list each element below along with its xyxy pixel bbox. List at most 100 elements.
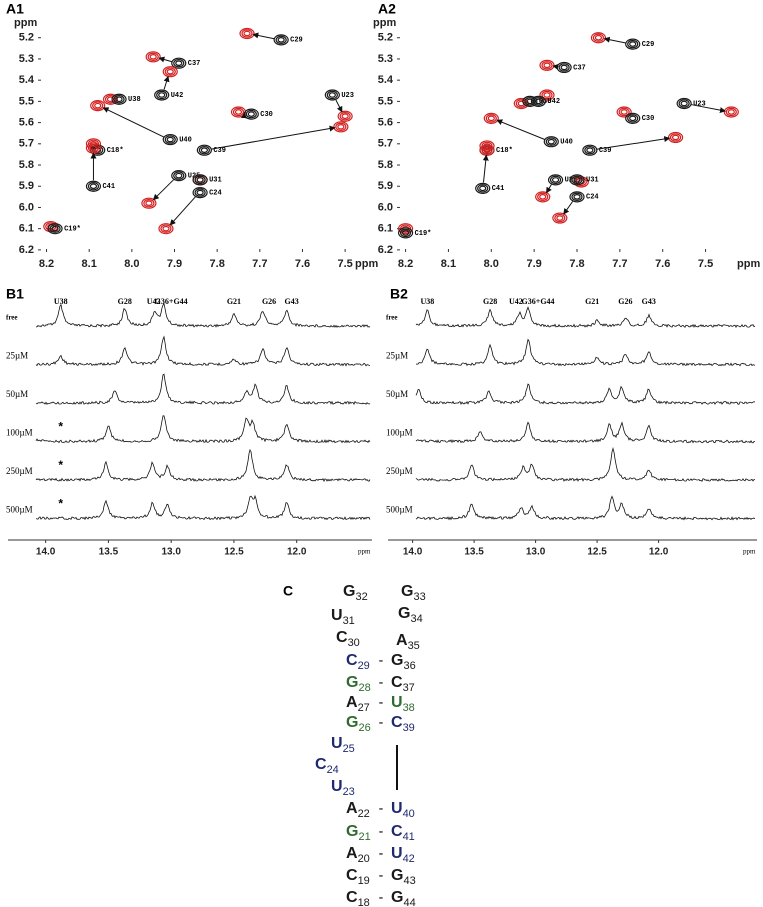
- x-axis-label: ppm: [355, 258, 378, 270]
- contour-free: [676, 97, 692, 110]
- shift-arrow: [690, 104, 726, 114]
- row-label: 500µM: [6, 505, 33, 515]
- spectrum-trace: [35, 415, 371, 444]
- contour-bound: [341, 113, 349, 120]
- contour-free: [328, 92, 336, 98]
- contour-free: [49, 224, 61, 233]
- base: U: [391, 694, 403, 711]
- nucleotide: G36: [391, 652, 416, 672]
- nucleotide: U23: [331, 778, 355, 798]
- contour-free: [584, 145, 596, 155]
- nucleotide: G34: [398, 605, 423, 625]
- base: A: [396, 632, 408, 649]
- peak-label: C24: [209, 189, 222, 197]
- peak-label: U42: [547, 98, 560, 106]
- pair-separator: -: [379, 694, 384, 710]
- x-tick-label: 7.9: [167, 258, 182, 270]
- contour-free: [192, 174, 208, 186]
- y-tick-label: 6.2: [378, 244, 393, 256]
- contour-free: [547, 174, 564, 186]
- contour-bound: [43, 220, 59, 233]
- base: G: [391, 652, 403, 669]
- contour-free: [196, 177, 204, 183]
- position: 29: [358, 660, 370, 672]
- peak-label: U40: [560, 139, 573, 147]
- contour-free: [558, 63, 570, 72]
- shift-arrow: [252, 32, 275, 40]
- position: 34: [410, 613, 422, 625]
- peak-assignment: U38: [420, 297, 434, 306]
- contour-bound: [483, 147, 491, 153]
- contour-bound: [541, 90, 553, 100]
- y-tick-label: 5.6: [378, 116, 393, 128]
- spectrum-trace: [35, 494, 371, 521]
- peak-label: U40: [179, 136, 192, 144]
- nucleotide: C37: [391, 674, 415, 694]
- contour-bound: [485, 114, 497, 123]
- peak-assignment: G36+G44: [155, 297, 188, 306]
- peak-label: C18*: [496, 147, 513, 155]
- contour-bound: [539, 89, 555, 101]
- nucleotide: U42: [391, 845, 415, 865]
- base: C: [391, 714, 403, 731]
- base: U: [391, 845, 403, 862]
- contour-free: [479, 185, 487, 192]
- contour-bound: [552, 212, 568, 224]
- contour-bound: [337, 110, 353, 122]
- nucleotide: G43: [391, 867, 416, 887]
- shift-arrow: [158, 56, 173, 63]
- base: U: [391, 800, 403, 817]
- shift-arrow: [335, 99, 343, 113]
- pair-separator: -: [379, 889, 384, 905]
- peak-label: C18*: [107, 147, 124, 155]
- nucleotide: A20: [346, 845, 370, 865]
- shift-arrow: [169, 196, 196, 226]
- contour-bound: [620, 109, 628, 115]
- base: G: [346, 714, 358, 731]
- row-label: 100µM: [6, 428, 33, 438]
- position: 37: [403, 682, 415, 694]
- contour-free: [111, 93, 127, 105]
- x-tick-label: 14.0: [403, 547, 423, 558]
- position: 22: [358, 808, 370, 820]
- contour-bound: [671, 134, 680, 141]
- contour-free: [275, 35, 287, 45]
- y-tick-label: 5.4: [19, 74, 35, 86]
- contour-free: [171, 57, 187, 69]
- row-label: 50µM: [6, 389, 28, 399]
- contour-bound: [337, 124, 345, 130]
- position: 30: [348, 637, 360, 649]
- contour-free: [113, 95, 125, 104]
- contour-free: [277, 37, 285, 43]
- contour-bound: [87, 143, 100, 153]
- x-tick-label: 12.5: [224, 547, 244, 558]
- contour-free: [549, 175, 562, 185]
- spectrum-trace: [35, 448, 371, 483]
- contour-bound: [616, 106, 632, 118]
- contour-free: [569, 191, 585, 203]
- contour-free: [560, 64, 568, 71]
- contour-bound: [145, 200, 153, 207]
- nucleotide: G32: [343, 583, 368, 603]
- position: 31: [343, 615, 355, 627]
- x-tick-label: 14.0: [36, 547, 56, 558]
- contour-bound: [87, 139, 100, 149]
- contour-free: [171, 170, 187, 182]
- contour-free: [324, 89, 340, 101]
- panel-label: C: [283, 583, 293, 599]
- row-label: 50µM: [386, 389, 408, 399]
- x-tick-label: 7.7: [252, 258, 267, 270]
- contour-bound: [102, 93, 119, 105]
- peak-label: U38: [128, 96, 141, 104]
- y-tick-label: 5.5: [19, 95, 34, 107]
- base: G: [398, 605, 410, 622]
- spectrum-trace: [415, 421, 756, 444]
- x-tick-label: 13.5: [464, 547, 484, 558]
- y-tick-label: 5.5: [378, 95, 393, 107]
- pair-separator: -: [379, 800, 384, 816]
- nucleotide: C24: [315, 756, 339, 776]
- contour-free: [475, 182, 491, 194]
- panel-label: B1: [6, 286, 24, 302]
- contour-free: [625, 38, 641, 50]
- row-label: 500µM: [386, 505, 413, 515]
